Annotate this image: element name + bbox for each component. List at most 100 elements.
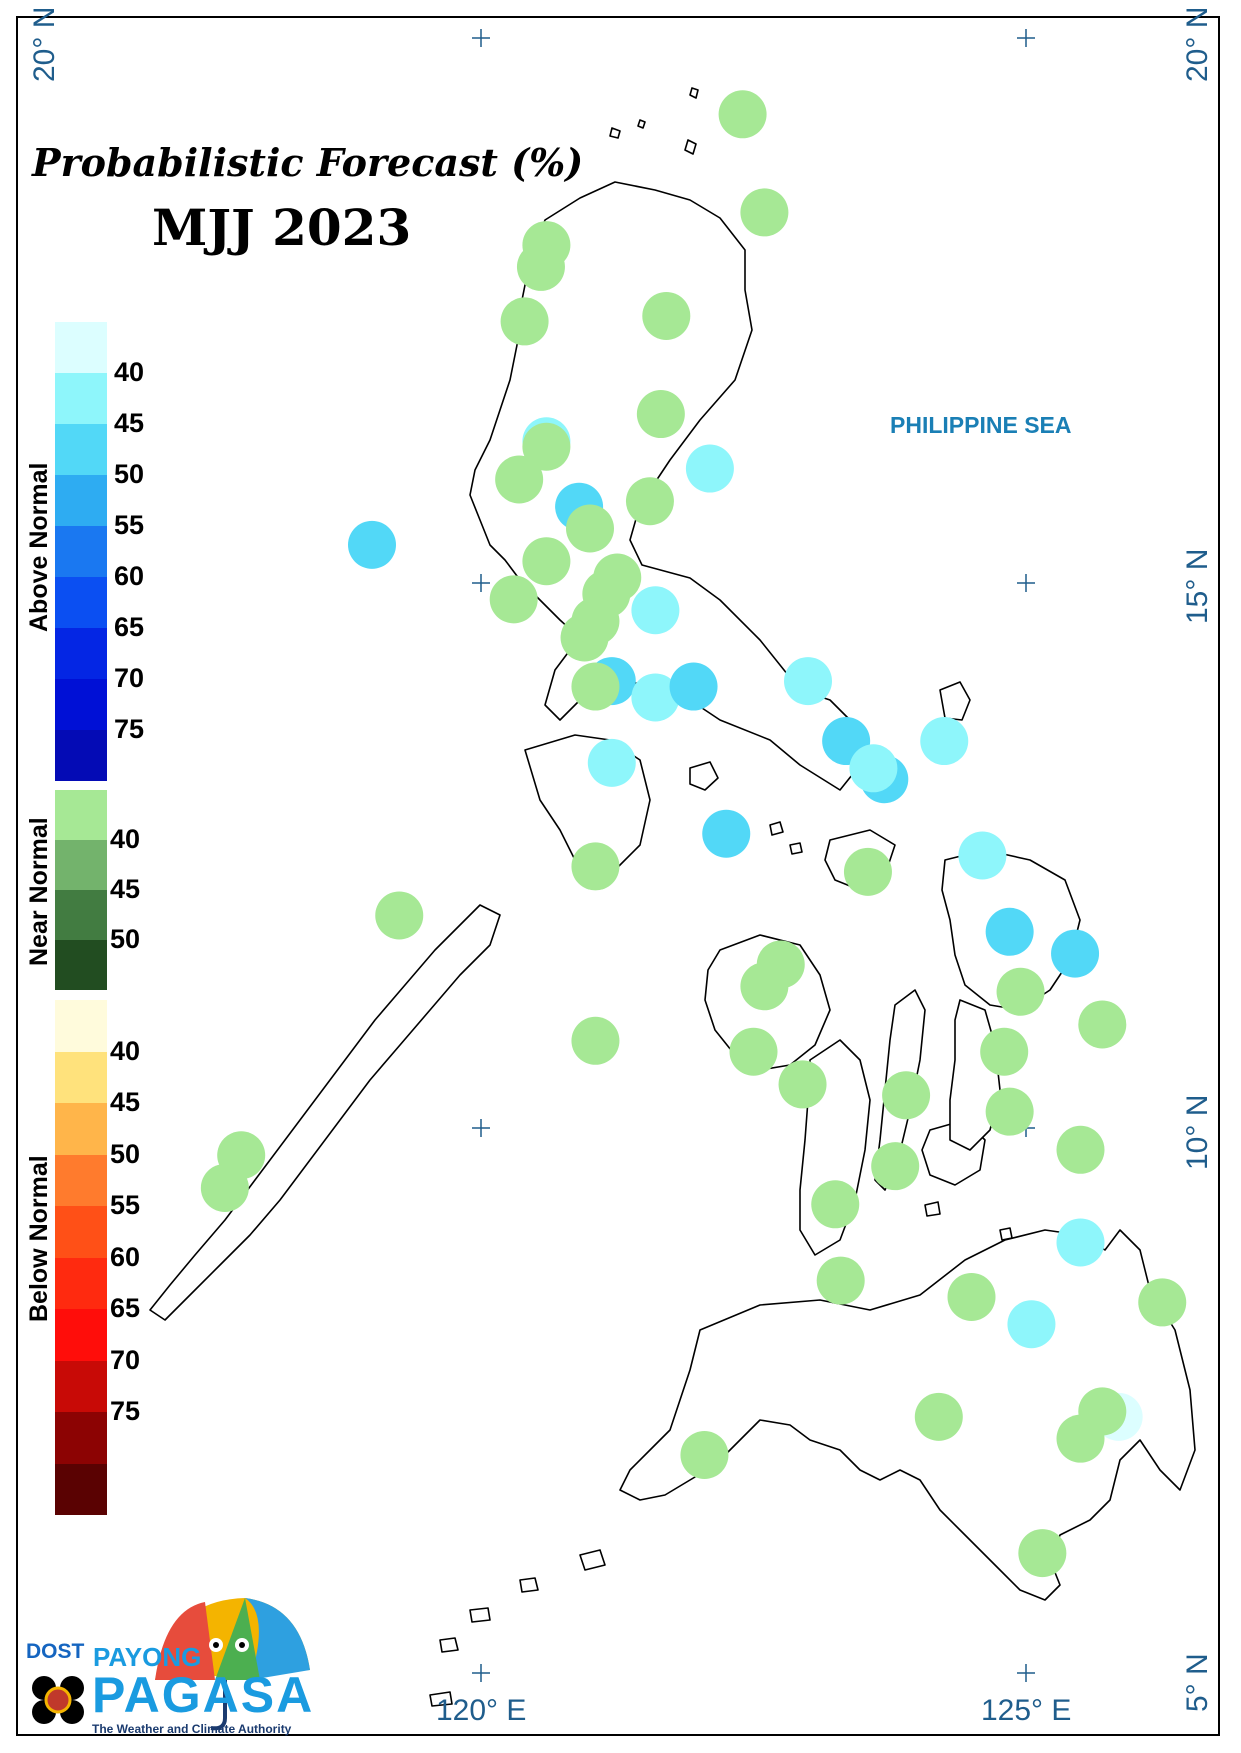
legend-tick-label: 55 xyxy=(114,510,145,540)
legend-tick-label: 40 xyxy=(110,824,141,854)
forecast-station-marker xyxy=(642,291,691,340)
forecast-title: Probabilistic Forecast (%) xyxy=(32,140,584,185)
forecast-station-marker xyxy=(571,597,620,646)
forecast-station-marker xyxy=(516,242,565,291)
legend-tick-label: 45 xyxy=(110,874,141,904)
forecast-station-marker xyxy=(636,390,685,439)
forecast-station-marker xyxy=(1007,1300,1056,1349)
legend-swatch xyxy=(55,628,107,679)
forecast-station-marker xyxy=(669,662,718,711)
legend-tick-label: 75 xyxy=(110,1396,141,1426)
forecast-station-marker xyxy=(571,662,620,711)
legend-swatch xyxy=(55,1257,107,1309)
forecast-station-marker xyxy=(811,1180,860,1229)
legend-tick-label: 50 xyxy=(110,1138,141,1169)
legend-tick-label: 50 xyxy=(114,459,145,489)
legend-tick-label: 50 xyxy=(110,924,141,954)
forecast-station-marker xyxy=(566,504,614,553)
forecast-station-marker xyxy=(947,1272,996,1321)
forecast-station-marker xyxy=(996,967,1045,1016)
forecast-station-marker xyxy=(843,847,892,896)
forecast-station-marker xyxy=(718,90,767,139)
sulu-islands xyxy=(429,1549,606,1707)
siquijor-island xyxy=(924,1201,941,1217)
legend-swatch xyxy=(55,526,107,577)
forecast-station-marker xyxy=(680,1431,729,1479)
legend-swatch xyxy=(55,890,107,940)
legend-tick-label: 60 xyxy=(110,1241,141,1272)
legend-swatch xyxy=(55,1051,107,1103)
legend-bar-above-normal xyxy=(55,322,107,781)
forecast-station-marker xyxy=(958,831,1007,880)
forecast-station-marker xyxy=(500,297,549,346)
legend-tick-label: 55 xyxy=(110,1190,141,1220)
luzon-island xyxy=(469,181,861,791)
legend-tick-label: 60 xyxy=(114,561,145,591)
legend-tick-label: 70 xyxy=(110,1344,141,1375)
legend-swatch xyxy=(55,1103,107,1155)
lon-label-125: 125° E xyxy=(981,1694,1072,1727)
forecast-station-marker xyxy=(348,520,396,569)
legend-swatch xyxy=(55,940,107,990)
forecast-station-marker xyxy=(522,537,571,586)
map-frame xyxy=(16,16,1220,1736)
legend-swatch xyxy=(55,373,107,424)
legend-swatch xyxy=(55,790,107,840)
forecast-station-marker xyxy=(375,891,424,940)
catanduanes-island xyxy=(939,681,971,721)
pagasa-text: PAGASA xyxy=(92,1667,315,1723)
legend-swatch xyxy=(55,1463,107,1515)
graticule-crosses xyxy=(472,29,1035,1682)
legend-swatch xyxy=(55,1000,107,1052)
legend-swatch xyxy=(55,475,107,526)
legend-swatch xyxy=(55,679,107,730)
sea-label: PHILIPPINE SEA xyxy=(890,412,1072,438)
legend-swatch xyxy=(55,1309,107,1361)
lat-label-20-right: 20° N xyxy=(1181,6,1214,82)
legend-swatch xyxy=(55,1360,107,1412)
forecast-period: MJJ 2023 xyxy=(152,198,412,257)
pagasa-tagline: The Weather and Climate Authority xyxy=(92,1722,292,1736)
umbrella-logo-icon xyxy=(32,1598,310,1731)
forecast-station-marker xyxy=(1056,1125,1105,1174)
forecast-station-marker xyxy=(631,586,680,635)
palawan-island xyxy=(149,904,501,1321)
lat-label-10: 10° N xyxy=(1181,1094,1214,1170)
legend-tick-label: 40 xyxy=(110,1035,141,1066)
legend-tick-label: 45 xyxy=(110,1087,141,1117)
forecast-station-marker xyxy=(1056,1414,1105,1463)
forecast-station-marker xyxy=(920,717,969,766)
legend-swatch xyxy=(55,1206,107,1258)
forecast-station-marker xyxy=(625,477,674,526)
legend-swatch xyxy=(55,1412,107,1464)
lat-label-5: 5° N xyxy=(1181,1653,1214,1712)
legend-tick-label: 65 xyxy=(114,612,145,642)
forecast-station-marker xyxy=(489,575,538,624)
forecast-station-marker xyxy=(740,962,789,1011)
legend-title-above-normal: Above Normal xyxy=(25,462,53,632)
forecast-station-marker xyxy=(778,1060,827,1109)
lon-label-120: 120° E xyxy=(436,1694,527,1727)
forecast-station-marker xyxy=(784,657,832,706)
romblon-islands xyxy=(769,821,803,855)
forecast-station-marker xyxy=(571,1016,620,1065)
forecast-station-marker xyxy=(849,744,898,793)
lat-label-15: 15° N xyxy=(1181,548,1214,624)
forecast-station-marker xyxy=(882,1071,931,1120)
forecast-station-marker xyxy=(914,1392,963,1441)
legend-swatch xyxy=(55,730,107,781)
legend-title-near-normal: Near Normal xyxy=(25,817,53,966)
forecast-station-marker xyxy=(1051,929,1100,978)
legend-tick-label: 65 xyxy=(110,1293,141,1323)
legend-swatch xyxy=(55,322,107,373)
marinduque-island xyxy=(689,761,719,791)
forecast-station-marker xyxy=(729,1027,778,1076)
legend-swatch xyxy=(55,424,107,475)
legend-tick-label: 45 xyxy=(114,408,145,438)
forecast-station-marker xyxy=(702,809,751,858)
legend-swatch xyxy=(55,577,107,628)
legend-bar-near-normal xyxy=(55,790,107,990)
batanes-islands xyxy=(609,87,699,155)
forecast-station-marker xyxy=(985,1087,1034,1136)
legend-tick-label: 70 xyxy=(114,663,145,693)
